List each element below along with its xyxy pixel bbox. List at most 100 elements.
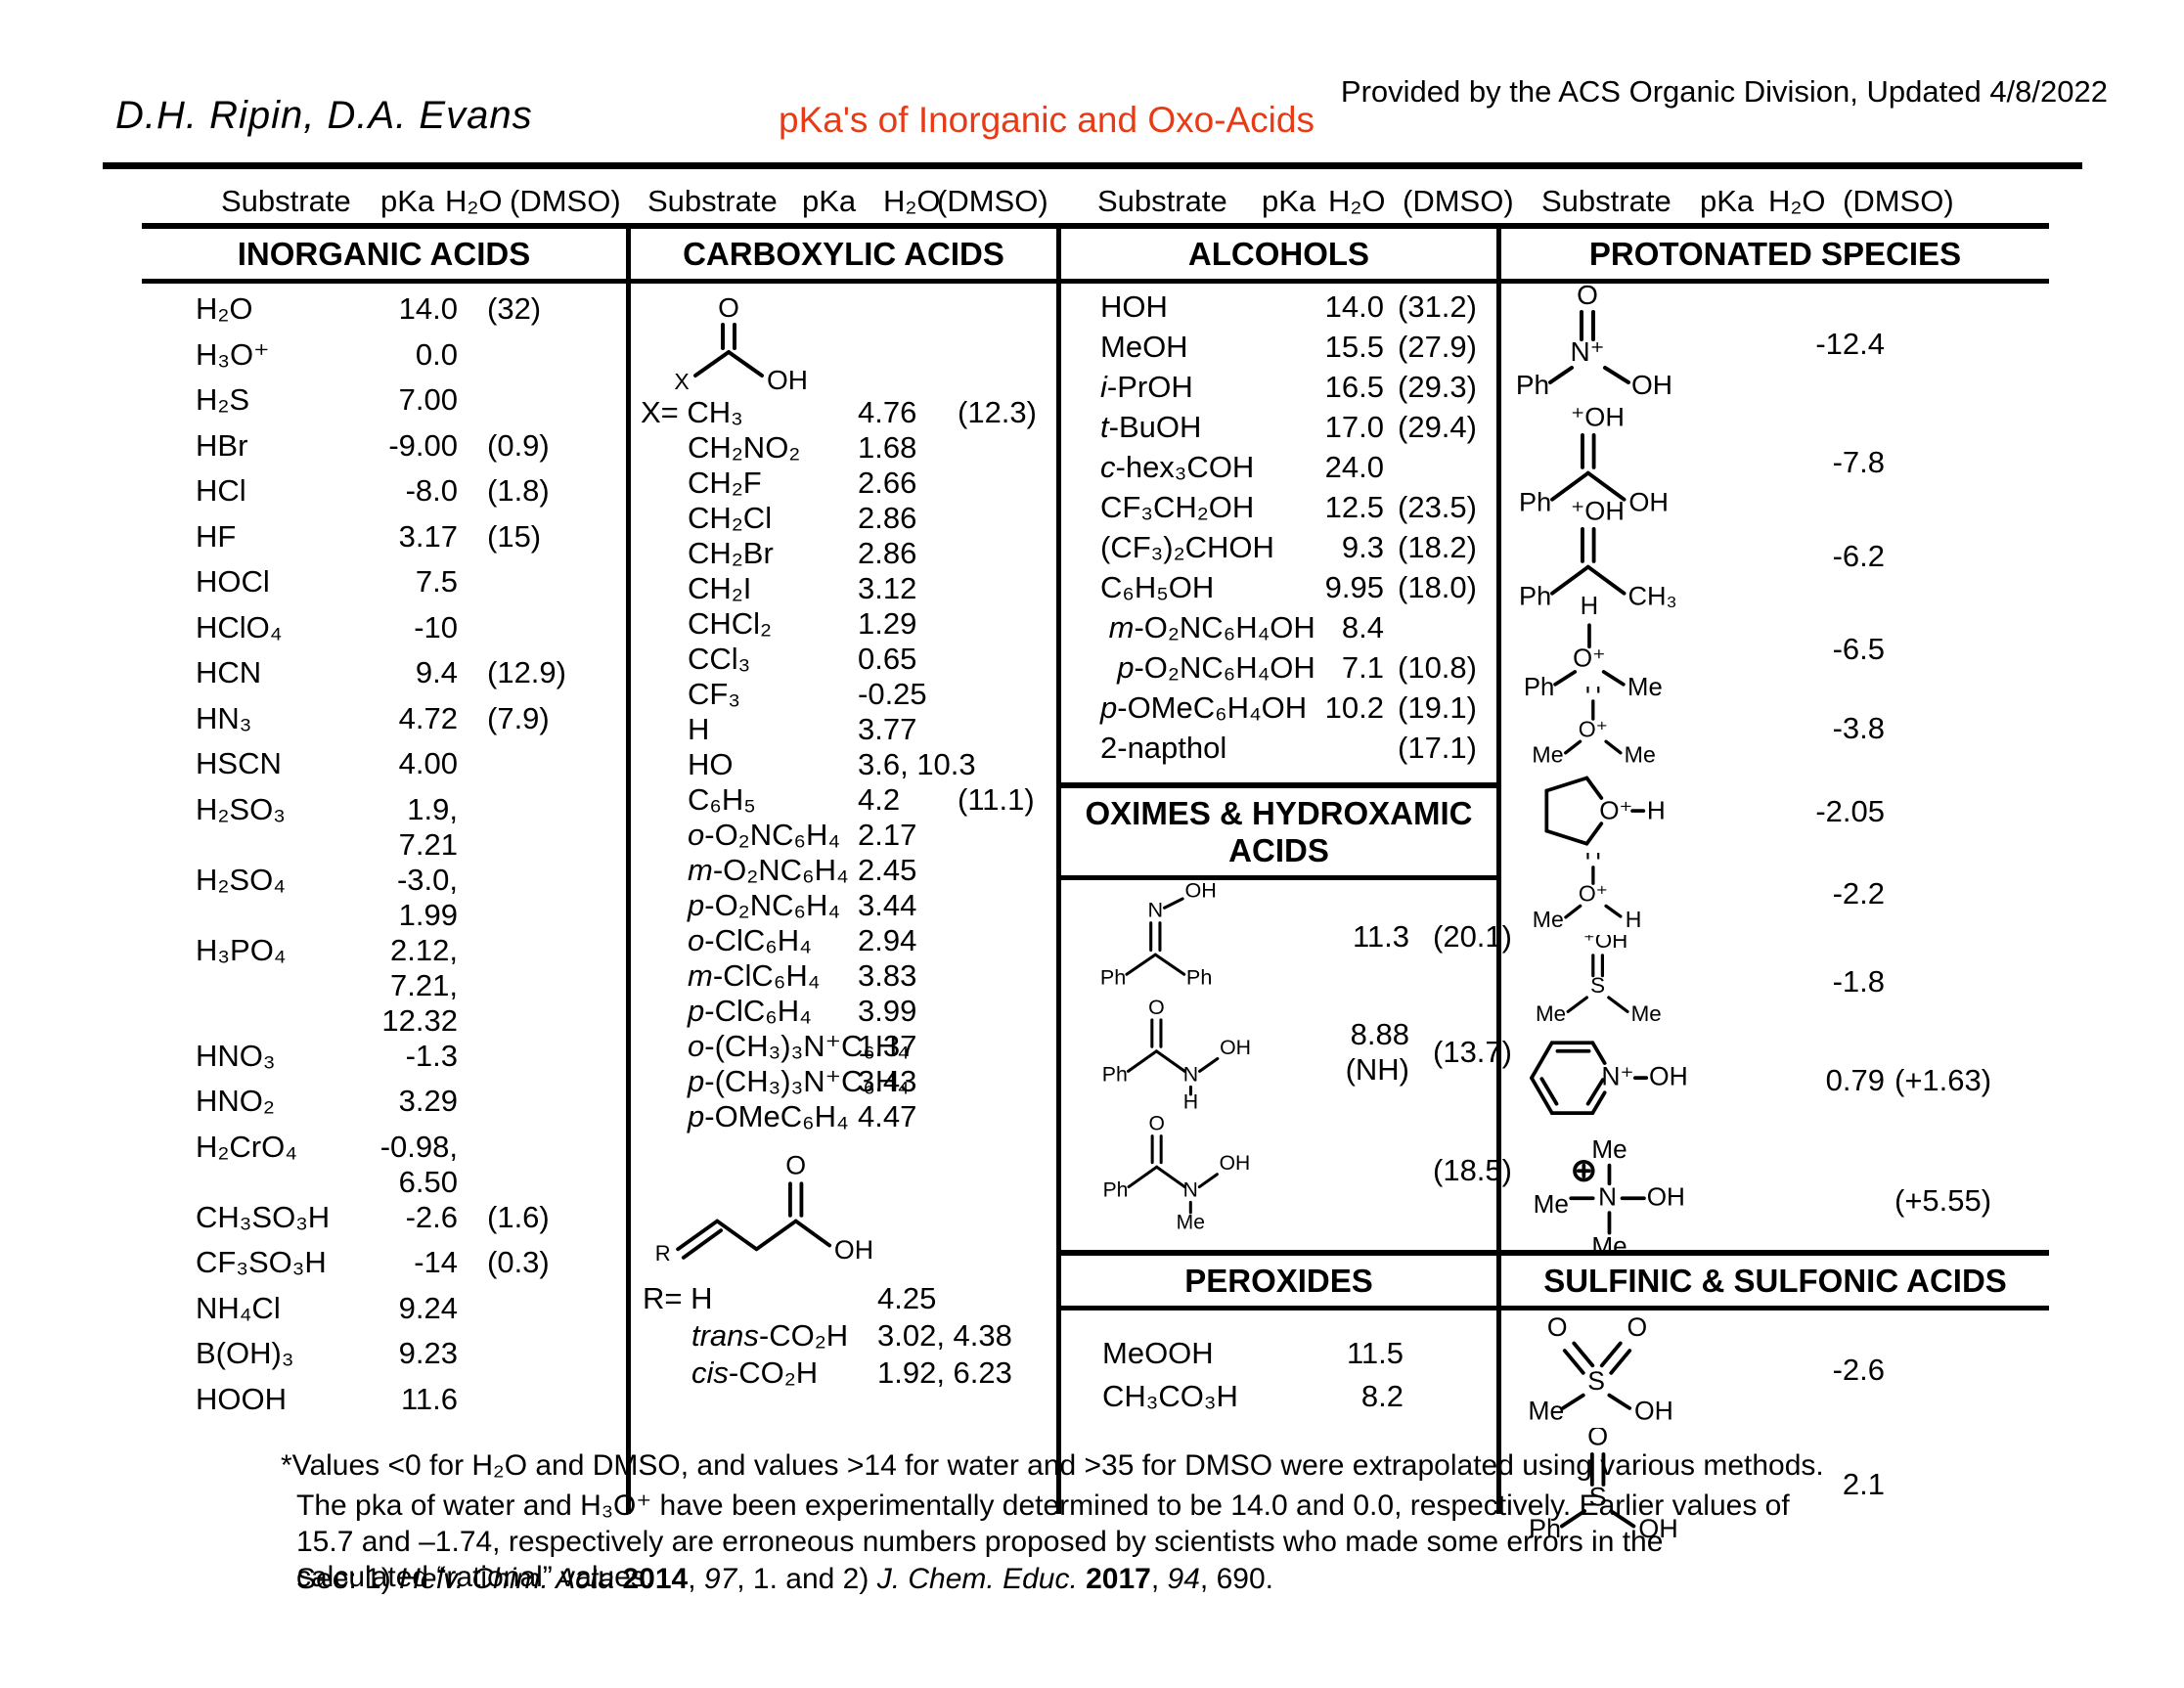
pka-h2o-value: -3.0, 1.99: [396, 862, 458, 932]
pka-h2o-value: 9.23: [398, 1336, 458, 1370]
pka-h2o-value: 9.95: [1324, 570, 1384, 604]
pka-values: 1.68: [858, 430, 1056, 466]
protonated-species-row: Me O⁺ H H -2.2: [1501, 853, 2049, 935]
pka-h2o-value: 9.4: [415, 655, 458, 689]
substrate-formula: HOOH: [196, 1381, 287, 1416]
svg-text:⁺OH: ⁺OH: [1571, 499, 1625, 525]
pka-h2o-value: 3.44: [858, 888, 917, 922]
svg-text:S: S: [1587, 1365, 1605, 1395]
col3-h2o-header: H₂O: [1328, 184, 1386, 218]
svg-text:H: H: [1647, 795, 1666, 824]
pka-values: 2.66: [858, 466, 1056, 501]
structure-protonated-nitrobenzene: Ph N⁺ O OH: [1516, 285, 1672, 400]
pka-h2o-value: 0.65: [858, 642, 917, 676]
protonated-species-title: PROTONATED SPECIES: [1588, 236, 1962, 272]
table-row: CHCl₂ 1.29: [631, 606, 1056, 642]
sulfonic-title: SULFINIC & SULFONIC ACIDS: [1543, 1263, 2007, 1299]
substrate-formula: HF: [196, 518, 237, 554]
substrate-formula: CH₃CO₃H: [1102, 1379, 1238, 1413]
pka-h2o-value: 14.0: [1324, 289, 1384, 324]
pka-h2o-value: 0.79: [1825, 1063, 1885, 1097]
pka-h2o-value: 4.47: [858, 1099, 917, 1133]
table-row: HCl -8.0 (1.8): [142, 473, 626, 519]
hydroxamic-acid-row: Ph O N H OH 8.88 (NH) (13.7): [1061, 994, 1512, 1111]
col3-substrate-header: Substrate: [1097, 184, 1227, 218]
pka-dmso-value: (31.2): [1398, 289, 1477, 324]
structure-protonated-methanol: Me O⁺ H H: [1533, 853, 1642, 932]
carboxylic-acids-section-header: CARBOXYLIC ACIDS: [631, 223, 1056, 284]
pka-dmso-value: (29.3): [1398, 370, 1477, 404]
pka-dmso-value: (18.2): [1398, 530, 1477, 564]
table-row: CH₃CO₃H 8.2: [1061, 1379, 1496, 1422]
structure-benzophenone-oxime: Ph Ph N OH: [1100, 882, 1217, 989]
svg-text:Me: Me: [1534, 1189, 1569, 1219]
sulfonic-acid-row: S O O Me OH -2.6: [1501, 1310, 2049, 1426]
pka-values: 3.44: [858, 888, 1056, 923]
pka-values: 3.83: [858, 958, 1056, 994]
peroxides-section-header: PEROXIDES: [1061, 1250, 1496, 1310]
table-row: o-O₂NC₆H₄ 2.17: [631, 818, 1056, 853]
structure-protonated-dmso: Me S ⁺OH Me: [1536, 935, 1662, 1026]
pka-h2o-value: 3.6, 10.3: [858, 747, 976, 781]
svg-text:O: O: [1577, 285, 1598, 310]
pka-h2o-value: 1.37: [858, 1029, 917, 1063]
alcohols-column: ALCOHOLS HOH 14.0 (31.2) MeOH 15.5 (27.9…: [1061, 223, 1512, 1514]
protonated-species-row: Ph N⁺ O OH -12.4: [1501, 284, 2049, 405]
pka-h2o-value: 4.25: [877, 1281, 937, 1315]
pka-dmso-value: (1.6): [487, 1199, 550, 1234]
substrate-formula: 2-napthol: [1100, 731, 1227, 765]
sulfonic-section-header: SULFINIC & SULFONIC ACIDS: [1501, 1250, 2049, 1310]
pka-h2o-value: 7.00: [398, 382, 458, 417]
col2-substrate-header: Substrate: [647, 184, 778, 218]
pka-h2o-value: -6.2: [1832, 539, 1885, 573]
svg-text:OH: OH: [767, 365, 808, 393]
structure-n-methyl-benzohydroxamic-acid: Ph O N Me OH: [1103, 1113, 1251, 1230]
table-row: H₂O 14.0 (32): [142, 291, 626, 337]
pka-values: 0.65: [858, 642, 1056, 677]
pka-h2o-value: -8.0: [405, 473, 458, 508]
substituent-formula: m-O₂NC₆H₄: [688, 853, 849, 887]
pka-dmso-value: (27.9): [1398, 330, 1477, 364]
svg-text:Me: Me: [1532, 742, 1563, 768]
pka-h2o-value: -1.3: [405, 1038, 458, 1073]
table-row: (CF₃)₂CHOH 9.3 (18.2): [1061, 530, 1496, 570]
protonated-species-row: Ph ⁺OH CH₃ -6.2: [1501, 499, 2049, 610]
structure-acrylic-acid: R O OH: [655, 1151, 873, 1266]
table-row: HOOH 11.6: [142, 1382, 626, 1428]
pka-h2o-value: 10.2: [1324, 690, 1384, 725]
table-row: m-O₂NC₆H₄ 2.45: [631, 853, 1056, 888]
pka-dmso-value: (13.7): [1433, 1035, 1512, 1069]
structure-protonated-benzoic-acid: Ph ⁺OH OH: [1519, 405, 1669, 516]
pka-h2o-value: 11.6: [400, 1381, 458, 1416]
substrate-formula: H₂SO₃: [196, 791, 286, 826]
svg-text:O⁺: O⁺: [1573, 644, 1606, 672]
svg-text:N: N: [1183, 1062, 1198, 1086]
pka-h2o-value: 3.43: [858, 1064, 917, 1098]
pka-h2o-value: 2.12, 7.21, 12.32: [381, 932, 458, 1038]
pka-h2o-value: -7.8: [1832, 445, 1885, 479]
pka-dmso-value: (7.9): [487, 700, 550, 735]
structure-carboxylic-acid: O X OH: [674, 292, 808, 393]
substrate-formula: NH₄Cl: [196, 1290, 281, 1325]
protonated-species-section-header: PROTONATED SPECIES: [1501, 223, 2049, 284]
pka-h2o-value: -2.6: [1832, 1352, 1885, 1387]
substituent-formula: o-O₂NC₆H₄: [688, 818, 841, 852]
table-row: i-PrOH 16.5 (29.3): [1061, 370, 1496, 410]
substrate-formula: p-O₂NC₆H₄OH: [1117, 650, 1315, 685]
pka-h2o-value: 8.4: [1341, 610, 1384, 644]
substrate-formula: H₃O⁺: [196, 336, 270, 372]
table-row: H₂CrO₄ -0.98, 6.50: [142, 1130, 626, 1200]
protonated-species-row: Me S ⁺OH Me -1.8: [1501, 935, 2049, 1029]
pka-h2o-value: 1.9, 7.21: [398, 791, 458, 862]
svg-text:N: N: [1148, 898, 1164, 922]
svg-text:OH: OH: [1647, 1182, 1685, 1212]
table-row: CH₂F 2.66: [631, 466, 1056, 501]
substrate-formula: HN₃: [196, 700, 252, 735]
structure-methanesulfonic-acid: S O O Me OH: [1528, 1315, 1672, 1425]
svg-text:OH: OH: [1220, 1036, 1251, 1059]
pka-h2o-value: 2.1: [1842, 1467, 1885, 1501]
substituent-formula: R= H: [643, 1281, 713, 1315]
substrate-formula: MeOH: [1100, 330, 1188, 364]
structure-protonated-thf: O⁺ H: [1544, 776, 1666, 846]
pka-h2o-value: 11.5: [1346, 1336, 1404, 1370]
